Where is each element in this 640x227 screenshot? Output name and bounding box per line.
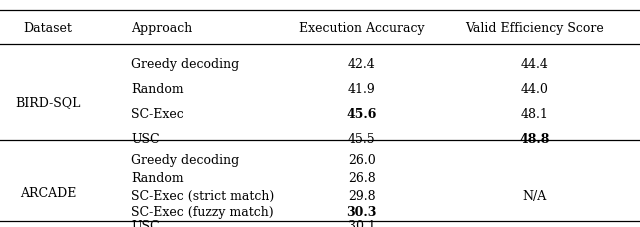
Text: 44.0: 44.0: [520, 83, 548, 96]
Text: SC-Exec (strict match): SC-Exec (strict match): [131, 190, 275, 203]
Text: 48.1: 48.1: [520, 108, 548, 121]
Text: 41.9: 41.9: [348, 83, 376, 96]
Text: Valid Efficiency Score: Valid Efficiency Score: [465, 22, 604, 35]
Text: 42.4: 42.4: [348, 58, 376, 71]
Text: 30.3: 30.3: [346, 206, 377, 219]
Text: 26.8: 26.8: [348, 172, 376, 185]
Text: Greedy decoding: Greedy decoding: [131, 153, 239, 167]
Text: 45.5: 45.5: [348, 133, 376, 146]
Text: BIRD-SQL: BIRD-SQL: [15, 96, 81, 109]
Text: Approach: Approach: [131, 22, 193, 35]
Text: ARCADE: ARCADE: [20, 187, 76, 200]
Text: 26.0: 26.0: [348, 153, 376, 167]
Text: 48.8: 48.8: [519, 133, 550, 146]
Text: 45.6: 45.6: [346, 108, 377, 121]
Text: 30.1: 30.1: [348, 220, 376, 227]
Text: 44.4: 44.4: [520, 58, 548, 71]
Text: N/A: N/A: [522, 190, 547, 203]
Text: Random: Random: [131, 83, 184, 96]
Text: Greedy decoding: Greedy decoding: [131, 58, 239, 71]
Text: Execution Accuracy: Execution Accuracy: [299, 22, 424, 35]
Text: 29.8: 29.8: [348, 190, 376, 203]
Text: Random: Random: [131, 172, 184, 185]
Text: SC-Exec (fuzzy match): SC-Exec (fuzzy match): [131, 206, 274, 219]
Text: SC-Exec: SC-Exec: [131, 108, 184, 121]
Text: USC: USC: [131, 220, 160, 227]
Text: USC: USC: [131, 133, 160, 146]
Text: Dataset: Dataset: [24, 22, 72, 35]
